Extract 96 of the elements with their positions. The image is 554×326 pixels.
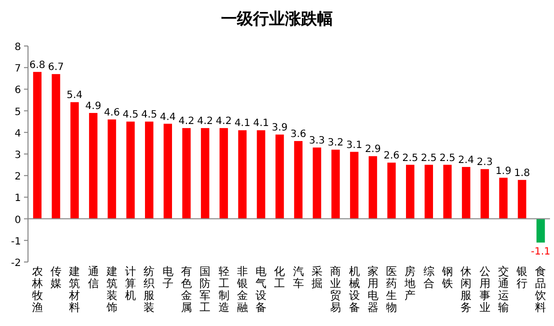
y-tick-label: 5: [14, 106, 21, 118]
y-tick-label: 7: [14, 64, 21, 75]
bar: [164, 124, 172, 219]
bar: [200, 128, 210, 219]
x-tick-label: 农林牧渔: [30, 265, 43, 314]
data-label: -1.1: [530, 246, 550, 258]
x-tick-label: 综合: [423, 265, 434, 290]
x-tick-label: 电气设备: [256, 265, 267, 314]
data-label: 3.6: [290, 129, 306, 140]
bar: [312, 148, 322, 219]
y-tick-label: 3: [14, 150, 21, 161]
data-label: 2.9: [364, 144, 381, 156]
data-label: 3.1: [346, 140, 362, 151]
x-tick-label: 轻工制造: [218, 265, 230, 314]
bar: [126, 122, 135, 219]
data-label: 4.4: [160, 112, 176, 123]
data-label: 1.9: [495, 166, 512, 177]
bar: [368, 156, 378, 219]
data-label: 6.8: [29, 60, 46, 71]
y-tick-label: 4: [14, 128, 21, 140]
bar: [499, 178, 508, 219]
x-tick-label: 建筑装饰: [105, 265, 118, 314]
bar: [89, 112, 98, 219]
x-tick-label: 化工: [274, 265, 286, 290]
y-tick-label: 6: [14, 85, 21, 96]
x-tick-label: 商业贸易: [330, 265, 342, 314]
data-label: 3.3: [309, 136, 325, 147]
bar: [220, 128, 228, 219]
chart-title: 一级行业涨跌幅: [221, 9, 333, 28]
x-tick-label: 电子: [162, 265, 174, 290]
data-label: 4.2: [197, 116, 214, 128]
bar: [108, 119, 116, 219]
x-tick-label: 纺织服装: [144, 265, 155, 314]
data-label: 2.4: [458, 154, 474, 166]
x-tick-label: 家用电器: [367, 265, 378, 314]
bar: [424, 164, 434, 219]
data-label: 4.1: [234, 118, 250, 130]
data-label: 4.2: [216, 116, 232, 128]
bar: [238, 130, 247, 219]
data-label: 2.5: [402, 152, 418, 164]
x-tick-label: 采掘: [311, 265, 322, 290]
y-tick-label: 1: [14, 193, 21, 204]
bar: [331, 150, 340, 219]
y-tick-label: -2: [11, 258, 21, 269]
bar: [144, 122, 154, 219]
x-tick-label: 交通运输: [498, 265, 509, 314]
data-label: 2.5: [440, 152, 456, 164]
x-tick-label: 传媒: [50, 265, 62, 290]
x-tick-label: 食品饮料: [534, 265, 546, 314]
data-label: 4.5: [141, 110, 158, 121]
bar: [350, 152, 358, 219]
bar: [443, 164, 452, 219]
data-label: 4.9: [85, 100, 102, 112]
bar: [33, 72, 42, 219]
data-label: 4.1: [253, 118, 269, 130]
x-tick-label: 休闲服务: [460, 265, 472, 314]
data-label: 3.9: [272, 122, 288, 134]
data-label: 6.7: [48, 62, 64, 74]
bar: [256, 130, 266, 219]
bar: [70, 102, 79, 219]
bar: [518, 180, 526, 219]
y-tick-label: 0: [14, 214, 21, 226]
bar: [294, 141, 303, 219]
data-label: 4.6: [104, 107, 120, 118]
bar: [182, 128, 191, 219]
bar: [406, 164, 414, 219]
data-label: 4.5: [122, 110, 138, 121]
bar: [480, 169, 489, 219]
y-tick-label: -1: [11, 236, 21, 248]
data-label: 2.3: [476, 157, 493, 168]
data-label: 4.2: [178, 116, 194, 128]
x-tick-label: 计算机: [125, 265, 136, 302]
y-tick-label: 2: [14, 172, 21, 183]
bar: [536, 218, 545, 243]
x-tick-label: 通信: [88, 265, 99, 290]
data-label: 1.8: [514, 168, 530, 179]
x-tick-label: 医药生物: [386, 265, 398, 314]
bar: [275, 134, 284, 219]
x-tick-label: 公用事业: [479, 265, 490, 314]
y-tick-label: 8: [14, 42, 21, 53]
data-label: 2.6: [384, 150, 400, 162]
x-tick-label: 有色金属: [180, 265, 192, 314]
x-tick-label: 机械设备: [348, 265, 360, 314]
x-tick-label: 钢铁: [440, 265, 453, 290]
x-tick-label: 汽车: [292, 265, 304, 290]
bar: [387, 162, 396, 219]
data-label: 3.2: [328, 138, 344, 149]
x-tick-label: 建筑材料: [68, 265, 80, 314]
data-label: 5.4: [66, 90, 83, 102]
data-label: 2.5: [420, 152, 437, 164]
x-tick-label: 国防军工: [200, 265, 211, 314]
bar: [52, 74, 60, 219]
x-tick-label: 非银金融: [236, 265, 248, 314]
x-tick-label: 银行: [516, 265, 528, 290]
bar: [462, 166, 470, 219]
x-tick-label: 房地产: [404, 265, 416, 302]
